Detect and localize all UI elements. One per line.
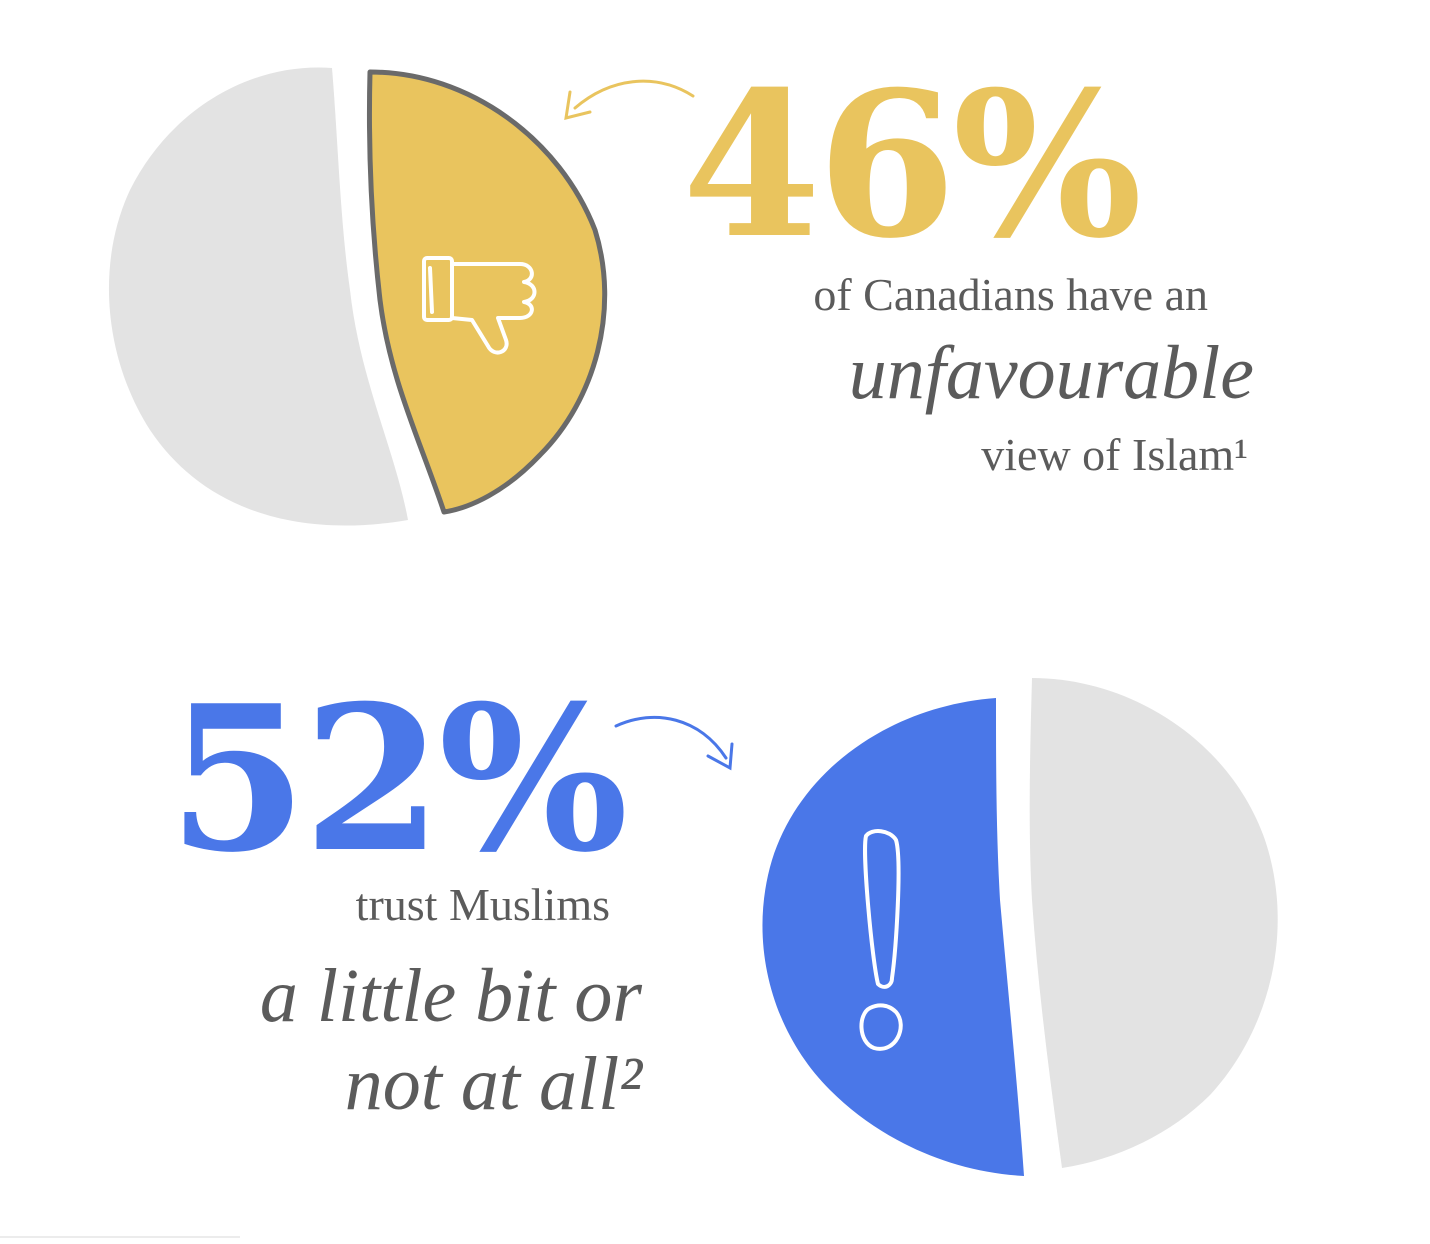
caption-tail-1: view of Islam¹ xyxy=(981,429,1248,480)
thumbs-down-icon xyxy=(422,256,537,355)
caption-lead-1: of Canadians have an xyxy=(813,269,1208,320)
pie-chart-unfavourable xyxy=(108,67,608,526)
pie-slice-highlight-2 xyxy=(762,698,1024,1176)
pie-slice-highlight-1 xyxy=(366,69,608,515)
exclamation-icon xyxy=(859,829,903,1051)
caption-tail-2: not at all² xyxy=(344,1042,642,1126)
pie-slice-remaining-1 xyxy=(108,67,408,526)
caption-emphasis-1: unfavourable xyxy=(848,331,1254,415)
arrow-icon xyxy=(614,715,734,771)
percentage-value-2: 52% xyxy=(168,662,628,897)
pie-chart-trust xyxy=(762,678,1278,1176)
arrow-icon xyxy=(564,79,695,121)
caption-lead-2: trust Muslims xyxy=(355,879,610,930)
caption-emphasis-2: a little bit or xyxy=(259,954,642,1038)
pie-slice-remaining-2 xyxy=(1029,678,1278,1168)
divider xyxy=(0,1236,240,1238)
percentage-value-1: 46% xyxy=(682,48,1142,283)
